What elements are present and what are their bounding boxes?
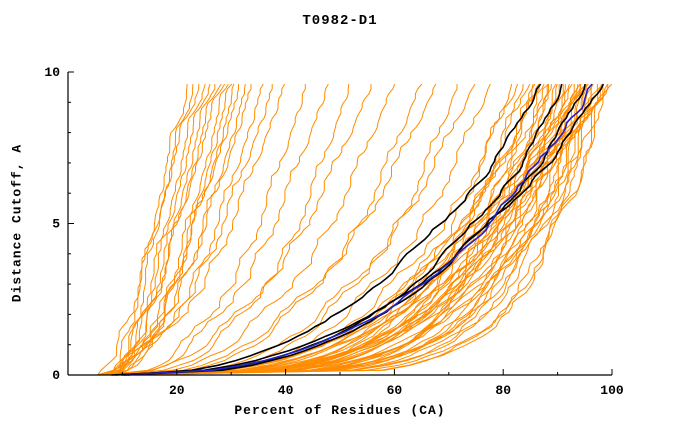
curve-prediction-models [124, 83, 513, 376]
curve-prediction-models [119, 83, 582, 376]
curve-highlighted-models [127, 83, 542, 376]
curve-prediction-models [135, 84, 592, 376]
curve-prediction-models [130, 83, 531, 376]
x-tick-label: 20 [169, 383, 185, 398]
x-axis-label: Percent of Residues (CA) [234, 403, 446, 418]
curve-prediction-models [109, 83, 226, 376]
curve-prediction-models [97, 84, 200, 376]
curve-prediction-models [106, 84, 458, 376]
curve-prediction-models [119, 83, 540, 376]
curve-prediction-models [111, 84, 273, 376]
curve-prediction-models [106, 84, 604, 376]
curve-prediction-models [116, 84, 524, 376]
curve-prediction-models [102, 83, 594, 376]
curve-prediction-models [111, 84, 609, 376]
curve-prediction-models [118, 83, 329, 376]
curve-prediction-models [105, 83, 519, 376]
curve-prediction-models [137, 83, 534, 376]
curve-prediction-models [107, 84, 188, 376]
curve-prediction-models [107, 84, 598, 376]
curve-reference-model [121, 83, 593, 376]
y-tick-label: 5 [52, 217, 60, 232]
curve-prediction-models [112, 84, 350, 376]
curve-prediction-models [108, 84, 239, 376]
curve-prediction-models [135, 84, 581, 376]
x-tick-label: 60 [387, 383, 403, 398]
y-tick-label: 0 [52, 368, 60, 383]
curve-prediction-models [113, 83, 491, 376]
curve-prediction-models [103, 84, 372, 376]
curve-prediction-models [97, 83, 609, 376]
curve-prediction-models [114, 83, 587, 376]
curve-prediction-models [118, 83, 233, 376]
curve-prediction-models [103, 84, 216, 376]
chart-title: T0982-D1 [302, 13, 378, 29]
curve-prediction-models [111, 83, 211, 376]
curve-prediction-models [120, 83, 476, 376]
curve-prediction-models [102, 83, 235, 376]
curve-prediction-models [105, 84, 306, 376]
curve-prediction-models [116, 83, 396, 376]
curve-prediction-models [109, 83, 222, 376]
curve-prediction-models [110, 83, 536, 376]
x-tick-label: 40 [278, 383, 294, 398]
curve-highlighted-models [123, 83, 586, 376]
curve-prediction-models [114, 84, 194, 376]
curve-prediction-models [96, 84, 246, 376]
curve-highlighted-models [111, 83, 563, 376]
curve-prediction-models [105, 83, 264, 376]
curve-prediction-models [113, 83, 581, 376]
curve-prediction-models [99, 83, 229, 376]
curve-prediction-models [131, 84, 564, 376]
curve-prediction-models [108, 83, 206, 376]
y-tick-label: 10 [44, 65, 60, 80]
curve-prediction-models [113, 84, 252, 376]
curve-prediction-models [115, 83, 545, 376]
curve-prediction-models [119, 83, 604, 376]
x-tick-label: 100 [600, 383, 624, 398]
curve-prediction-models [122, 83, 587, 376]
curve-prediction-models [110, 83, 423, 376]
x-tick-label: 80 [495, 383, 511, 398]
curve-prediction-models [103, 83, 286, 376]
